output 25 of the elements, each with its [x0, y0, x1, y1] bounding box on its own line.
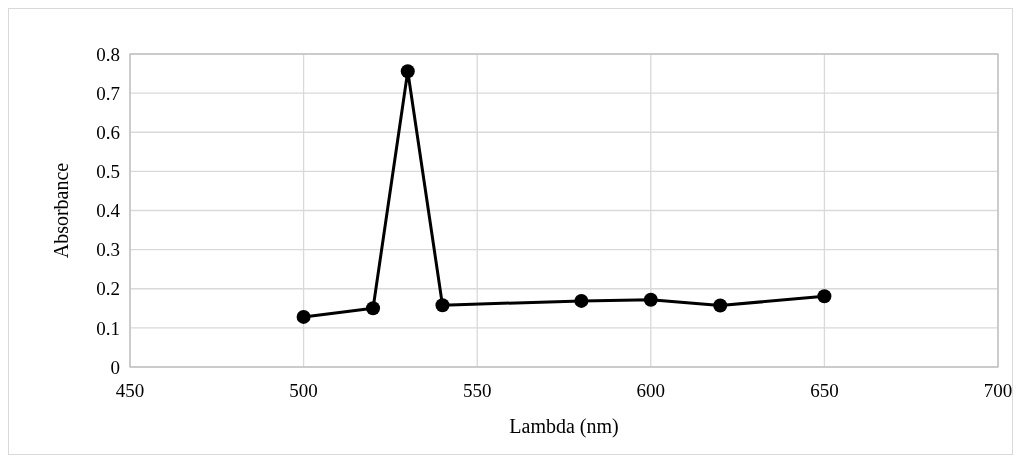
x-tick-label: 450 — [115, 380, 145, 401]
x-tick-label: 650 — [810, 380, 839, 401]
x-tick-label: 500 — [289, 380, 318, 401]
x-tick-label: 550 — [462, 380, 492, 401]
y-tick-label: 0.5 — [96, 161, 120, 183]
x-tick-label: 600 — [636, 380, 666, 401]
y-tick-label: 0 — [110, 356, 120, 378]
point — [817, 289, 832, 304]
y-tick-label: 0.3 — [96, 239, 120, 261]
x-axis-title: Lambda (nm) — [509, 415, 619, 438]
y-tick-label: 0.8 — [96, 43, 120, 65]
point — [366, 301, 381, 316]
point — [296, 309, 311, 324]
y-tick-label: 0.1 — [96, 317, 120, 339]
x-tick-label: 700 — [983, 380, 1013, 401]
point — [643, 292, 658, 307]
y-tick-label: 0.4 — [96, 200, 121, 222]
y-axis-title: Absorbance — [50, 162, 72, 259]
point — [400, 64, 415, 79]
point — [713, 298, 728, 313]
y-tick-label: 0.2 — [96, 278, 120, 300]
y-tick-label: 0.7 — [96, 82, 120, 104]
point — [574, 293, 589, 308]
point — [435, 298, 450, 313]
y-tick-label: 0.6 — [96, 121, 120, 143]
